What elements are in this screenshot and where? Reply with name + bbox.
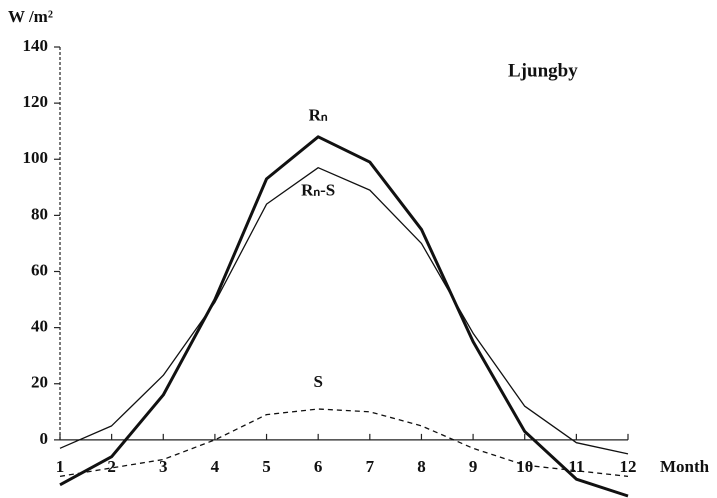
x-tick-label: 12: [620, 457, 637, 476]
x-tick-label: 3: [159, 457, 168, 476]
x-tick-label: 1: [56, 457, 65, 476]
y-tick-label: 80: [31, 204, 48, 223]
x-tick-label: 6: [314, 457, 323, 476]
y-tick-label: 20: [31, 373, 48, 392]
y-tick-label: 140: [23, 36, 49, 55]
y-tick-label: 100: [23, 148, 49, 167]
y-tick-label: 60: [31, 260, 48, 279]
x-tick-label: 8: [417, 457, 426, 476]
annotation: Ljungby: [508, 60, 578, 81]
series-line: [59, 167, 629, 455]
x-tick-label: 7: [366, 457, 375, 476]
y-tick-label: 40: [31, 317, 48, 336]
x-tick-label: 4: [211, 457, 220, 476]
y-axis-label: W /m²: [8, 7, 53, 26]
series-line: [59, 135, 629, 498]
series-label: Rₙ-S: [301, 181, 335, 200]
series-label: Rₙ: [309, 106, 328, 125]
x-tick-label: 10: [516, 457, 533, 476]
series-label: S: [313, 372, 322, 391]
x-tick-label: 2: [107, 457, 116, 476]
y-tick-label: 0: [40, 429, 49, 448]
x-tick-label: 5: [262, 457, 271, 476]
y-tick-label: 120: [23, 92, 49, 111]
x-tick-label: 9: [469, 457, 478, 476]
x-axis-label: Month: [660, 457, 710, 476]
